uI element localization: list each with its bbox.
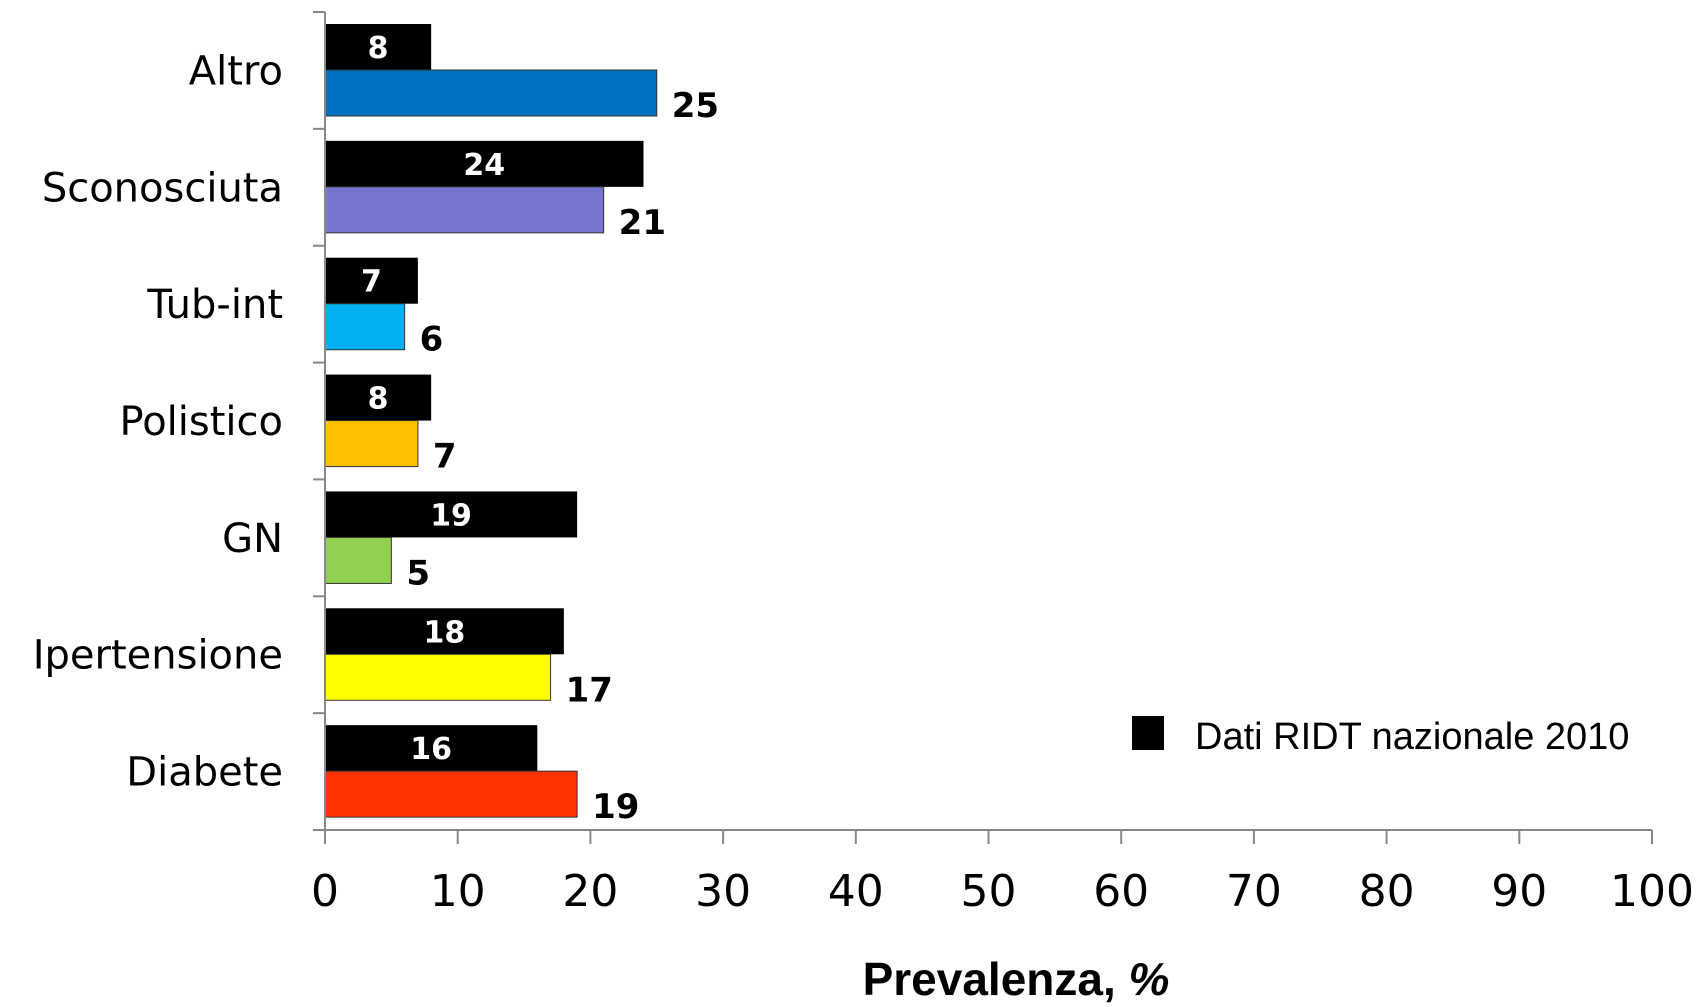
category-label-altro: Altro	[189, 48, 283, 94]
legend-entry-label: Dati RIDT nazionale 2010	[1195, 716, 1629, 758]
x-tick-label-100: 100	[1610, 866, 1694, 917]
data-label-ridt-altro: 8	[368, 31, 389, 66]
x-tick-label-20: 20	[562, 866, 618, 917]
category-label-gn: GN	[222, 516, 283, 562]
data-label-local-polistico: 7	[433, 437, 457, 477]
bar-local-ipertensione	[324, 653, 552, 701]
x-tick-label-30: 30	[695, 866, 751, 917]
bar-ridt-diabete	[325, 725, 538, 772]
data-label-ridt-diabete: 16	[410, 732, 452, 767]
x-tick-label-70: 70	[1226, 866, 1282, 917]
category-label-polistico: Polistico	[120, 399, 284, 445]
data-label-ridt-polistico: 8	[368, 382, 389, 417]
data-label-local-tub-int: 6	[420, 320, 444, 360]
axes-group	[313, 11, 1653, 844]
category-label-tub-int: Tub-int	[146, 282, 283, 328]
legend-swatch	[1132, 716, 1164, 750]
x-tick-label-50: 50	[961, 866, 1017, 917]
bar-ridt-tub-int	[325, 257, 418, 304]
bar-ridt-gn	[325, 491, 578, 538]
data-label-local-diabete: 19	[592, 787, 639, 827]
bar-local-diabete	[324, 770, 578, 818]
bar-ridt-polistico	[325, 374, 432, 421]
data-label-ridt-sconosciuta: 24	[463, 148, 505, 183]
category-label-diabete: Diabete	[126, 750, 283, 796]
bar-local-polistico	[324, 420, 419, 468]
category-label-ipertensione: Ipertensione	[33, 633, 283, 679]
x-axis-label-unit: %	[1129, 953, 1170, 1005]
bar-ridt-altro	[325, 24, 432, 70]
bar-local-gn	[324, 536, 392, 584]
bar-ridt-sconosciuta	[325, 140, 644, 187]
x-tick-label-80: 80	[1359, 866, 1415, 917]
x-tick-label-40: 40	[828, 866, 884, 917]
data-label-ridt-tub-int: 7	[361, 265, 382, 300]
x-tick-label-0: 0	[311, 866, 339, 917]
bar-local-tub-int	[324, 303, 406, 351]
bars-group	[324, 24, 658, 818]
bar-local-altro	[324, 69, 658, 117]
bar-local-sconosciuta	[324, 186, 605, 234]
data-label-local-ipertensione: 17	[566, 670, 613, 710]
x-tick-label-10: 10	[430, 866, 486, 917]
data-label-local-altro: 25	[672, 86, 719, 126]
data-label-local-gn: 5	[406, 553, 430, 593]
x-tick-label-90: 90	[1491, 866, 1547, 917]
x-axis-label-main: Prevalenza,	[863, 953, 1129, 1005]
category-label-sconosciuta: Sconosciuta	[42, 165, 283, 211]
data-label-local-sconosciuta: 21	[619, 203, 666, 243]
x-tick-label-60: 60	[1093, 866, 1149, 917]
bar-ridt-ipertensione	[325, 608, 564, 655]
labels-group: 8 25 Altro 24 21 Sconosciuta 7 6 Tub-int 8 7 Polist…	[33, 31, 1694, 917]
data-label-ridt-gn: 19	[430, 498, 472, 533]
data-label-ridt-ipertensione: 18	[424, 615, 466, 650]
x-axis-label: Prevalenza, %	[863, 953, 1170, 1005]
legend: Dati RIDT nazionale 2010	[1132, 716, 1629, 758]
